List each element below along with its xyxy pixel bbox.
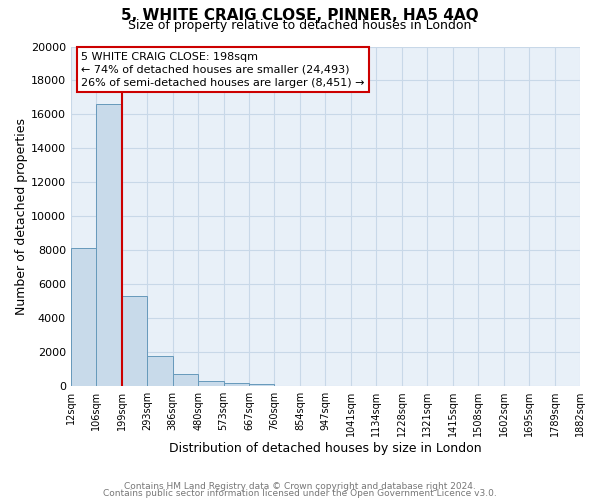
- Text: 5 WHITE CRAIG CLOSE: 198sqm
← 74% of detached houses are smaller (24,493)
26% of: 5 WHITE CRAIG CLOSE: 198sqm ← 74% of det…: [81, 52, 364, 88]
- Text: Contains public sector information licensed under the Open Government Licence v3: Contains public sector information licen…: [103, 489, 497, 498]
- Bar: [224, 383, 249, 386]
- Bar: [97, 104, 122, 386]
- Text: 5, WHITE CRAIG CLOSE, PINNER, HA5 4AQ: 5, WHITE CRAIG CLOSE, PINNER, HA5 4AQ: [121, 8, 479, 22]
- Bar: [249, 384, 274, 386]
- Y-axis label: Number of detached properties: Number of detached properties: [15, 118, 28, 315]
- Bar: [71, 248, 97, 386]
- Bar: [147, 356, 173, 386]
- Bar: [198, 382, 224, 386]
- Text: Contains HM Land Registry data © Crown copyright and database right 2024.: Contains HM Land Registry data © Crown c…: [124, 482, 476, 491]
- Bar: [122, 296, 147, 386]
- Text: Size of property relative to detached houses in London: Size of property relative to detached ho…: [128, 19, 472, 32]
- Bar: [173, 374, 198, 386]
- X-axis label: Distribution of detached houses by size in London: Distribution of detached houses by size …: [169, 442, 482, 455]
